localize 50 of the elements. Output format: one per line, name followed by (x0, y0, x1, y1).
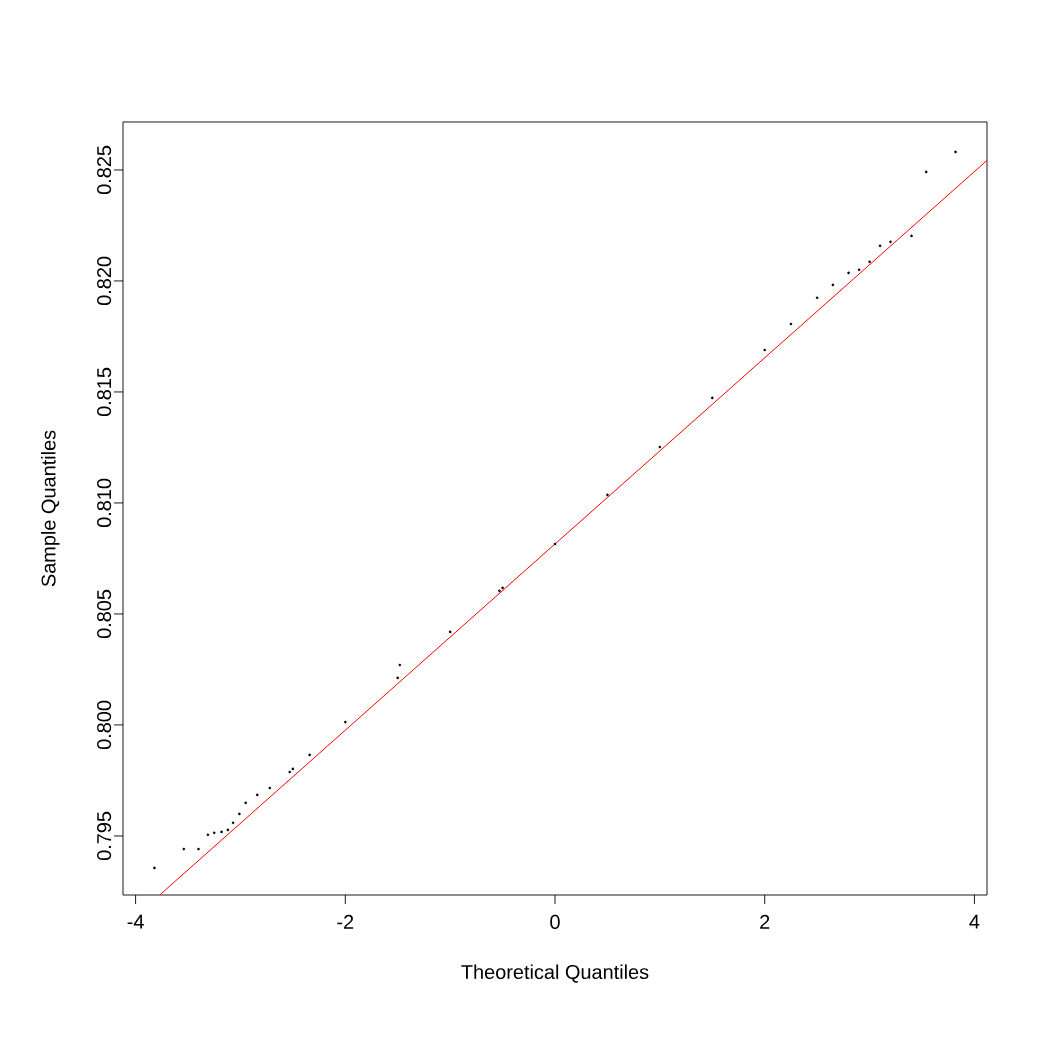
point (220, 830, 223, 834)
point (244, 801, 247, 805)
point (398, 663, 402, 667)
x-axis-title: Theoretical Quantiles (461, 964, 649, 983)
point (924, 170, 928, 174)
point (763, 348, 767, 352)
point (288, 770, 292, 774)
point (308, 753, 311, 757)
y-tick-label: 0.815 (97, 367, 112, 417)
point (212, 831, 216, 835)
point (197, 847, 200, 851)
point (889, 240, 892, 244)
point (868, 260, 871, 264)
point (878, 244, 882, 248)
x-tick-label: -4 (127, 914, 144, 929)
x-tick-label: 4 (969, 914, 980, 929)
x-tick-label: -2 (337, 914, 354, 929)
y-tick-label: 0.800 (97, 700, 112, 750)
point (448, 630, 452, 634)
point (815, 296, 819, 300)
y-tick-label: 0.805 (97, 589, 112, 639)
x-tick-label: 2 (760, 914, 770, 929)
point (606, 493, 609, 497)
point (954, 150, 957, 154)
y-tick-label: 0.820 (97, 256, 112, 306)
y-tick-label: 0.795 (97, 811, 112, 861)
y-axis-title: Sample Quantiles (41, 430, 60, 587)
point (291, 767, 295, 771)
y-tick-label: 0.825 (97, 145, 112, 195)
point (847, 271, 850, 275)
point (553, 542, 557, 546)
point (344, 720, 347, 724)
point (268, 786, 272, 790)
point (255, 793, 259, 797)
point (231, 821, 235, 825)
point (710, 396, 714, 400)
point (182, 847, 186, 851)
point (206, 833, 210, 837)
point (226, 828, 230, 832)
point (857, 268, 861, 272)
point (498, 589, 501, 593)
point (910, 234, 913, 238)
point (658, 445, 662, 449)
point (789, 322, 793, 326)
x-tick-label: 0 (550, 914, 560, 929)
point (153, 866, 156, 870)
point (396, 676, 400, 680)
point (831, 283, 835, 287)
y-tick-label: 0.810 (97, 478, 112, 528)
point (238, 812, 241, 816)
